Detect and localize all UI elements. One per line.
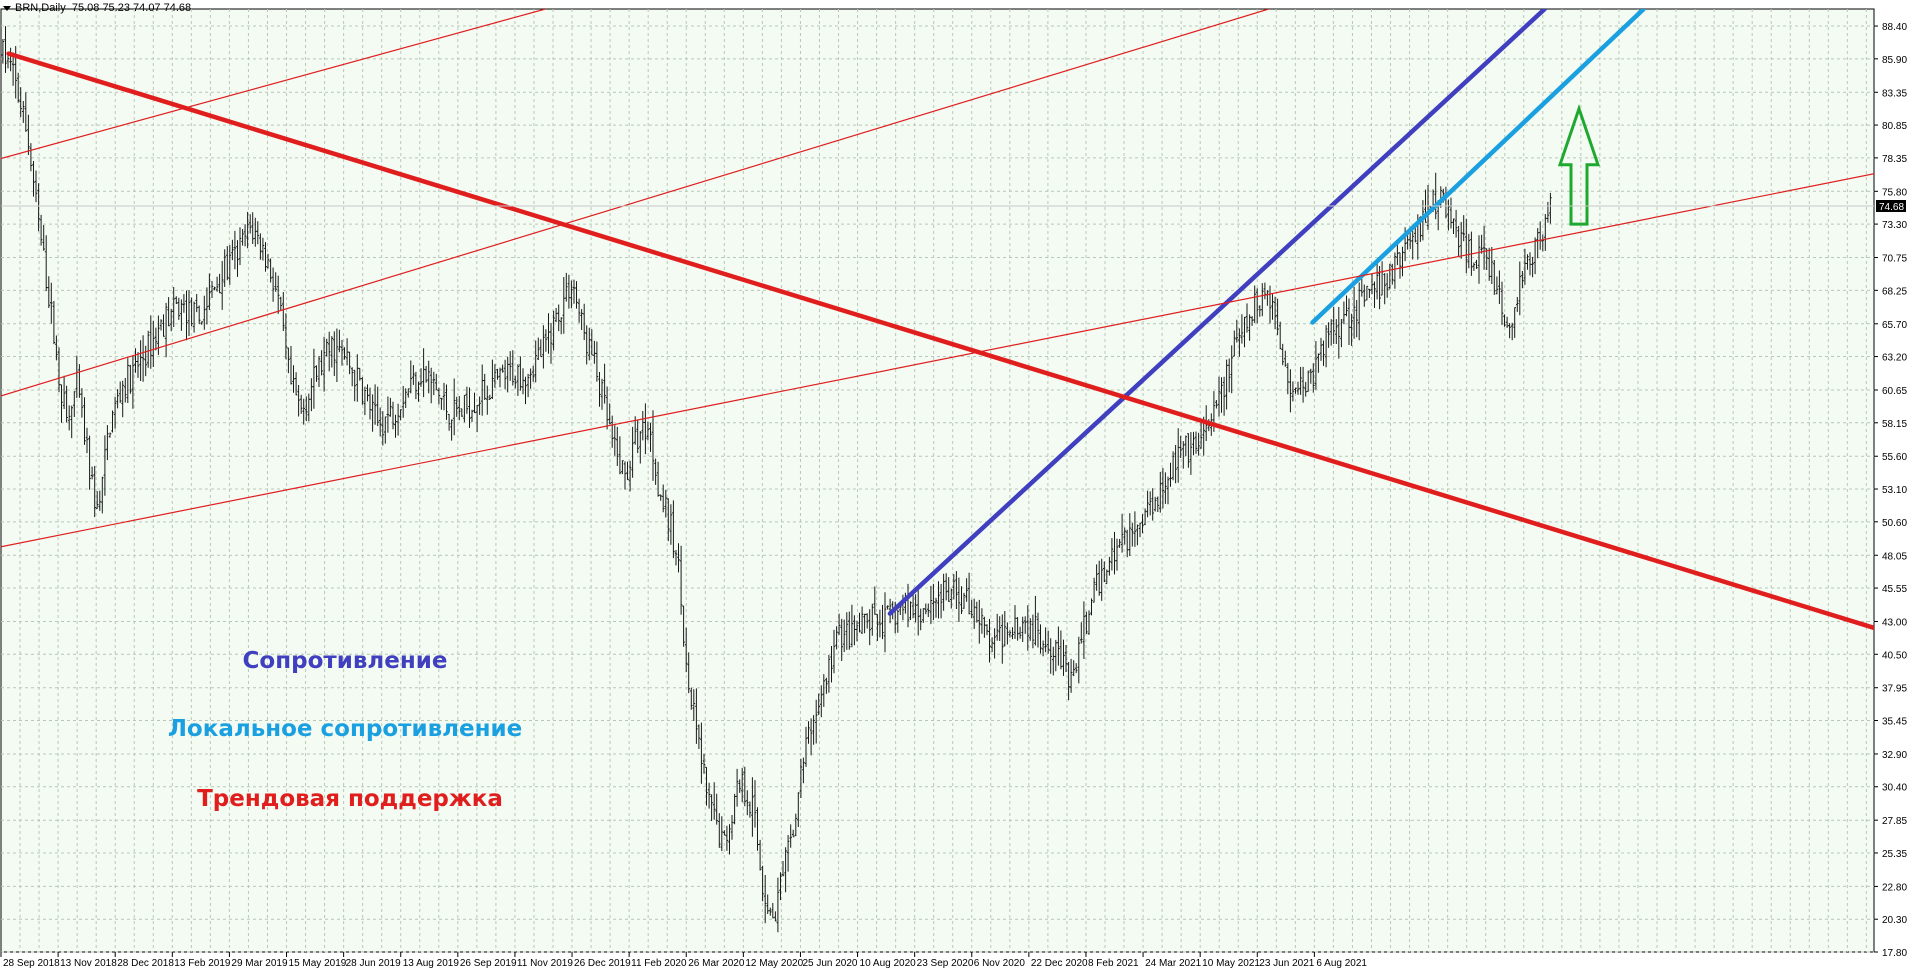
y-tick-label: 65.70 xyxy=(1882,320,1907,331)
x-tick-label: 22 Dec 2020 xyxy=(1031,958,1088,969)
x-tick-label: 6 Aug 2021 xyxy=(1316,958,1367,969)
x-tick-label: 29 Mar 2019 xyxy=(231,958,288,969)
annotation-local-resistance: Локальное сопротивление xyxy=(167,716,523,742)
channel-line xyxy=(1,9,1270,397)
y-tick-label: 43.00 xyxy=(1882,617,1907,628)
y-tick-label: 78.35 xyxy=(1882,154,1907,165)
y-tick-label: 22.80 xyxy=(1882,882,1907,893)
x-tick-label: 23 Jun 2021 xyxy=(1259,958,1314,969)
y-tick-label: 17.80 xyxy=(1882,948,1907,959)
trend-lines xyxy=(1,9,1874,631)
y-tick-label: 70.75 xyxy=(1882,254,1907,265)
x-tick-label: 11 Feb 2020 xyxy=(631,958,687,969)
y-tick-label: 37.95 xyxy=(1882,684,1907,695)
x-tick-label: 13 Aug 2019 xyxy=(403,958,460,969)
x-tick-label: 10 Aug 2020 xyxy=(860,958,917,969)
y-tick-label: 55.60 xyxy=(1882,452,1907,463)
y-tick-label: 45.55 xyxy=(1882,584,1907,595)
channel-line xyxy=(1,173,1874,548)
y-tick-label: 63.20 xyxy=(1882,353,1907,364)
y-tick-label: 80.85 xyxy=(1882,121,1907,132)
y-tick-label: 48.05 xyxy=(1882,551,1907,562)
x-tick-label: 26 Sep 2019 xyxy=(460,958,517,969)
x-tick-label: 24 Mar 2021 xyxy=(1145,958,1202,969)
x-tick-label: 11 Nov 2019 xyxy=(517,958,573,969)
symbol-label: BRN,Daily xyxy=(15,2,66,14)
y-tick-label: 27.85 xyxy=(1882,816,1907,827)
y-tick-label: 25.35 xyxy=(1882,849,1907,860)
x-tick-label: 10 May 2021 xyxy=(1202,958,1260,969)
x-tick-label: 15 May 2019 xyxy=(289,958,347,969)
chart-header: BRN,Daily 75.08 75.23 74.07 74.68 xyxy=(3,2,191,14)
y-tick-label: 88.40 xyxy=(1882,22,1907,33)
y-tick-label: 83.35 xyxy=(1882,88,1907,99)
line-resistance xyxy=(887,9,1547,616)
x-tick-label: 13 Nov 2018 xyxy=(60,958,117,969)
dropdown-triangle-icon[interactable] xyxy=(3,5,11,11)
price-bars xyxy=(1,26,1552,933)
x-tick-label: 28 Sep 2018 xyxy=(3,958,60,969)
ohlc-bars xyxy=(1,26,1552,933)
y-tick-label: 40.50 xyxy=(1882,650,1907,661)
x-tick-label: 28 Dec 2018 xyxy=(117,958,174,969)
x-tick-label: 6 Nov 2020 xyxy=(974,958,1026,969)
x-tick-label: 13 Feb 2019 xyxy=(174,958,231,969)
x-tick-label: 26 Dec 2019 xyxy=(574,958,631,969)
line-local-resistance xyxy=(1310,9,1646,325)
x-tick-label: 25 Jun 2020 xyxy=(802,958,857,969)
y-tick-label: 50.60 xyxy=(1882,518,1907,529)
up-arrow-icon xyxy=(1557,104,1601,226)
y-tick-label: 20.30 xyxy=(1882,915,1907,926)
x-tick-label: 23 Sep 2020 xyxy=(917,958,974,969)
x-tick-label: 26 Mar 2020 xyxy=(688,958,745,969)
y-tick-label: 35.45 xyxy=(1882,717,1907,728)
y-tick-label: 53.10 xyxy=(1882,485,1907,496)
annotation-resistance: Сопротивление xyxy=(242,648,448,674)
y-tick-label: 68.25 xyxy=(1882,286,1907,297)
line-trend-support xyxy=(6,51,1874,631)
annotation-trend-support: Трендовая поддержка xyxy=(197,786,503,812)
grid: 88.40 85.90 83.35 80.85 78.35 75.80 73.30 70.75… xyxy=(0,9,1907,969)
x-tick-label: 12 May 2020 xyxy=(745,958,803,969)
y-tick-label: 30.40 xyxy=(1882,783,1907,794)
current-price-badge xyxy=(1876,199,1906,212)
current-price-label: 74.68 xyxy=(1879,202,1904,213)
x-tick-label: 8 Feb 2021 xyxy=(1088,958,1139,969)
ohlc-values: 75.08 75.23 74.07 74.68 xyxy=(71,2,192,14)
y-tick-label: 75.80 xyxy=(1882,187,1907,198)
y-tick-label: 85.90 xyxy=(1882,55,1907,66)
y-tick-label: 60.65 xyxy=(1882,386,1907,397)
y-tick-label: 32.90 xyxy=(1882,750,1907,761)
y-tick-label: 58.15 xyxy=(1882,419,1907,430)
x-tick-label: 28 Jun 2019 xyxy=(346,958,401,969)
y-tick-label: 73.30 xyxy=(1882,220,1907,231)
channel-line xyxy=(1,9,546,160)
